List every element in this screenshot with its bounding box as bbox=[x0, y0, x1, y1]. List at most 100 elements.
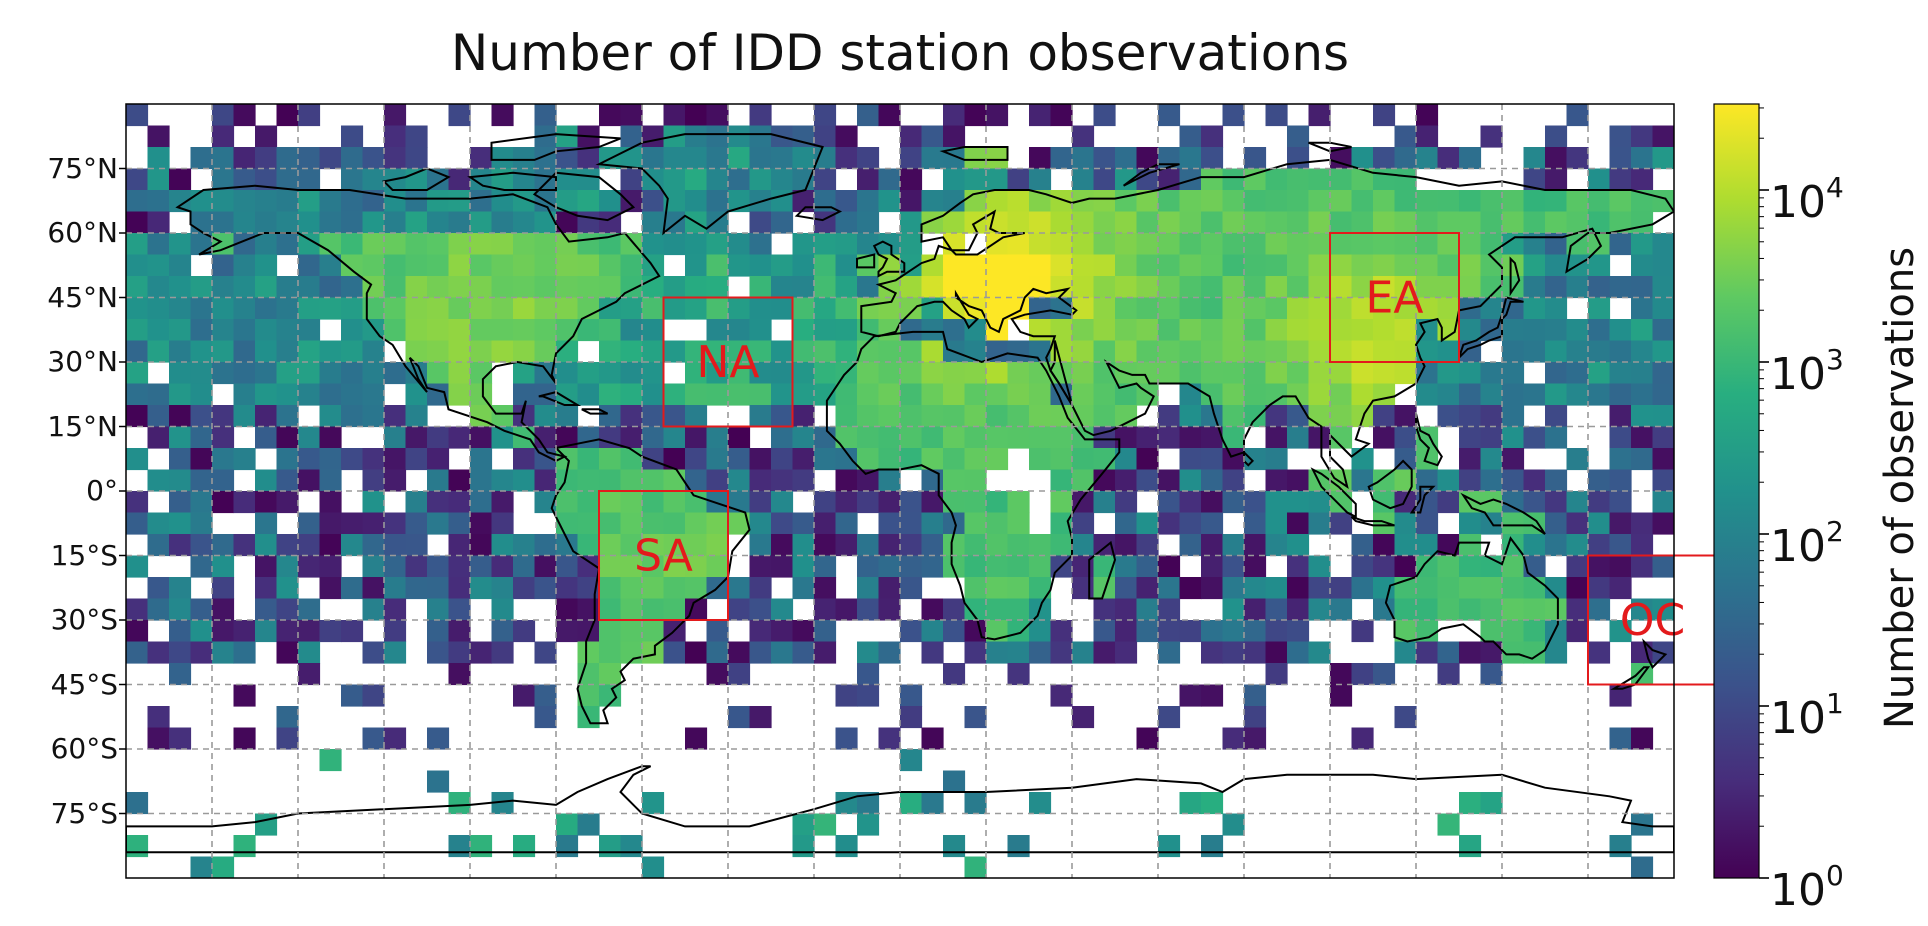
observation-cell bbox=[362, 340, 385, 363]
observation-cell bbox=[1609, 405, 1632, 428]
observation-cell bbox=[1072, 340, 1095, 363]
observation-cell bbox=[534, 534, 557, 557]
observation-cell bbox=[964, 104, 987, 127]
observation-cell bbox=[1201, 641, 1224, 664]
observation-cell bbox=[298, 362, 321, 385]
observation-cell bbox=[1502, 555, 1525, 578]
observation-cell bbox=[1244, 555, 1267, 578]
observation-cell bbox=[964, 168, 987, 191]
observation-cell bbox=[577, 362, 600, 385]
observation-cell bbox=[341, 577, 364, 600]
observation-cell bbox=[1179, 469, 1202, 492]
observation-cell bbox=[1373, 362, 1396, 385]
observation-cell bbox=[491, 491, 514, 514]
observation-cell bbox=[384, 211, 407, 234]
observation-cell bbox=[1050, 297, 1073, 320]
observation-cell bbox=[1179, 684, 1202, 707]
observation-cell bbox=[276, 448, 299, 471]
observation-cell bbox=[986, 276, 1009, 299]
observation-cell bbox=[147, 168, 170, 191]
observation-cell bbox=[1330, 684, 1353, 707]
observation-cell bbox=[835, 534, 858, 557]
observation-cell bbox=[620, 168, 643, 191]
observation-cell bbox=[212, 555, 235, 578]
observation-cell bbox=[513, 534, 536, 557]
observation-cell bbox=[1244, 577, 1267, 600]
observation-cell bbox=[384, 276, 407, 299]
observation-cell bbox=[1631, 319, 1654, 342]
observation-cell bbox=[126, 168, 149, 191]
observation-cell bbox=[384, 297, 407, 320]
observation-cell bbox=[1029, 168, 1052, 191]
observation-cell bbox=[190, 448, 213, 471]
observation-cell bbox=[1029, 405, 1052, 428]
observation-cell bbox=[362, 211, 385, 234]
observation-cell bbox=[1244, 620, 1267, 643]
observation-cell bbox=[577, 491, 600, 514]
observation-cell bbox=[1201, 555, 1224, 578]
observation-cell bbox=[685, 147, 708, 170]
observation-cell bbox=[814, 254, 837, 277]
observation-cell bbox=[556, 168, 579, 191]
observation-cell bbox=[1373, 168, 1396, 191]
observation-cell bbox=[1115, 577, 1138, 600]
observation-cell bbox=[255, 233, 278, 256]
observation-cell bbox=[706, 534, 729, 557]
observation-cell bbox=[319, 469, 342, 492]
observation-cell bbox=[749, 641, 772, 664]
observation-cell bbox=[1502, 405, 1525, 428]
observation-cell bbox=[921, 147, 944, 170]
observation-cell bbox=[534, 577, 557, 600]
observation-cell bbox=[943, 512, 966, 535]
observation-cell bbox=[1631, 555, 1654, 578]
observation-cell bbox=[1566, 383, 1589, 406]
observation-cell bbox=[1609, 491, 1632, 514]
observation-cell bbox=[1631, 340, 1654, 363]
observation-cell bbox=[556, 276, 579, 299]
observation-cell bbox=[642, 534, 665, 557]
observation-cell bbox=[470, 276, 493, 299]
observation-cell bbox=[1136, 577, 1159, 600]
observation-cell bbox=[513, 577, 536, 600]
observation-cell bbox=[1416, 555, 1439, 578]
observation-cell bbox=[1631, 168, 1654, 191]
observation-cell bbox=[577, 233, 600, 256]
observation-cell bbox=[384, 727, 407, 750]
observation-cell bbox=[728, 362, 751, 385]
observation-cell bbox=[1265, 448, 1288, 471]
observation-cell bbox=[964, 706, 987, 729]
observation-cell bbox=[534, 211, 557, 234]
observation-cell bbox=[1007, 233, 1030, 256]
observation-cell bbox=[534, 125, 557, 148]
observation-cell bbox=[577, 641, 600, 664]
observation-cell bbox=[620, 555, 643, 578]
observation-cell bbox=[1566, 104, 1589, 127]
observation-cell bbox=[921, 727, 944, 750]
observation-cell bbox=[448, 276, 471, 299]
observation-cell bbox=[1437, 405, 1460, 428]
observation-cell bbox=[835, 598, 858, 621]
observation-cell bbox=[792, 448, 815, 471]
observation-cell bbox=[1029, 147, 1052, 170]
observation-cell bbox=[491, 792, 514, 815]
observation-cell bbox=[1588, 276, 1611, 299]
observation-cell bbox=[1158, 491, 1181, 514]
observation-cell bbox=[1029, 448, 1052, 471]
observation-cell bbox=[319, 491, 342, 514]
observation-cell bbox=[1652, 319, 1674, 342]
observation-cell bbox=[663, 577, 686, 600]
coastline bbox=[1415, 413, 1443, 467]
observation-cell bbox=[1029, 340, 1052, 363]
observation-cell bbox=[857, 383, 880, 406]
observation-cell bbox=[1437, 297, 1460, 320]
observation-cell bbox=[1136, 555, 1159, 578]
observation-cell bbox=[1265, 426, 1288, 449]
observation-cell bbox=[1287, 469, 1310, 492]
observation-cell bbox=[663, 534, 686, 557]
observation-cell bbox=[190, 512, 213, 535]
observation-cell bbox=[319, 405, 342, 428]
observation-cell bbox=[491, 555, 514, 578]
observation-cell bbox=[663, 598, 686, 621]
observation-cell bbox=[685, 641, 708, 664]
observation-cell bbox=[577, 383, 600, 406]
